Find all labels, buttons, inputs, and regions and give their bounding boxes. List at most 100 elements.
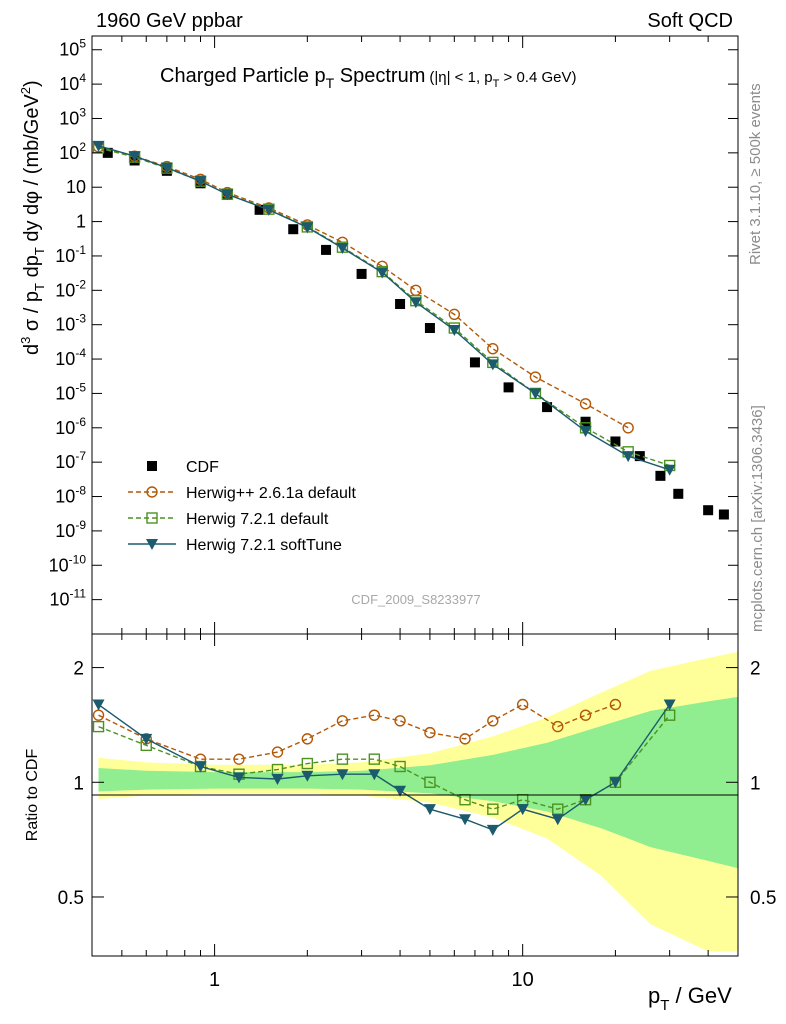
ratio-point — [552, 803, 564, 815]
legend-item: CDF — [147, 459, 219, 476]
y-tick-label: 10 — [66, 177, 86, 197]
inner-uncertainty-band — [98, 696, 739, 869]
data-point — [356, 268, 367, 279]
y-tick-label: 10-9 — [55, 518, 86, 541]
data-point — [529, 371, 542, 383]
y-tick-label: 10-1 — [55, 243, 86, 266]
data-point — [579, 426, 592, 438]
ratio-point — [579, 794, 592, 806]
ratio-point — [140, 733, 153, 745]
series-3 — [92, 140, 676, 476]
ratio-series-3 — [92, 699, 676, 836]
ratio-point — [609, 777, 622, 789]
ratio-point — [487, 715, 499, 727]
data-point — [622, 422, 634, 434]
data-point — [424, 323, 435, 334]
data-point — [486, 359, 499, 371]
ratio-point — [516, 698, 529, 711]
data-point — [448, 308, 461, 321]
ratio-tick-label-left: 2 — [73, 659, 84, 680]
ratio-line-2 — [98, 714, 671, 810]
ratio-point — [459, 814, 472, 826]
ratio-series-lines — [92, 698, 676, 836]
data-point — [221, 189, 234, 201]
data-point — [673, 488, 684, 499]
legend-label: Herwig 7.2.1 default — [186, 511, 329, 528]
data-point — [448, 325, 461, 337]
ratio-point — [459, 733, 471, 745]
ratio-point — [368, 709, 381, 721]
outer-uncertainty-band — [98, 651, 739, 952]
data-point — [579, 398, 592, 410]
series-1 — [92, 141, 634, 434]
legend-marker — [146, 512, 158, 524]
category-label: Soft QCD — [647, 10, 733, 32]
data-point — [718, 509, 729, 520]
data-point — [503, 382, 514, 393]
data-point — [128, 151, 141, 163]
energy-label: 1960 GeV ppbar — [96, 10, 243, 32]
ratio-point — [194, 761, 207, 773]
data-point — [288, 224, 299, 235]
data-point — [254, 204, 265, 215]
ratio-point — [551, 814, 564, 826]
ratio-point — [487, 803, 499, 815]
ratio-point — [336, 753, 349, 765]
y-axis-label: d3 σ / pT dpT dy dφ / (mb/GeV2) — [18, 80, 47, 355]
y-tick-label: 1 — [76, 212, 86, 232]
ratio-point — [394, 785, 407, 797]
ratio-point — [424, 726, 436, 739]
ratio-point — [394, 760, 406, 773]
legend-item: Herwig++ 2.6.1a default — [128, 485, 356, 502]
ratio-point — [233, 753, 245, 765]
ratio-point — [579, 709, 592, 721]
ratio-tick-label-right: 2 — [750, 659, 761, 680]
data-point — [634, 451, 645, 462]
legend-label: CDF — [186, 459, 219, 476]
y-tick-label: 104 — [59, 71, 86, 94]
analysis-watermark: CDF_2009_S8233977 — [351, 592, 480, 607]
ratio-point — [516, 804, 529, 816]
data-point — [622, 451, 635, 463]
x-tick-label: 10 — [512, 969, 534, 991]
ratio-point — [92, 699, 105, 711]
legend-marker — [147, 461, 157, 471]
data-point — [610, 436, 621, 447]
ratio-point — [486, 824, 499, 836]
data-point — [376, 267, 389, 279]
data-point — [580, 416, 591, 427]
y-tick-labels: 10510410310210110-110-210-310-410-510-61… — [49, 37, 87, 610]
x-tick-label: 1 — [209, 969, 220, 991]
series-line-1 — [98, 146, 629, 429]
legend-marker — [146, 539, 158, 550]
main-series-lines — [92, 140, 729, 520]
x-tick-labels: 1 10 — [209, 969, 534, 991]
legend-item: Herwig 7.2.1 default — [128, 511, 329, 528]
legend-label: Herwig 7.2.1 softTune — [186, 537, 342, 554]
y-tick-label: 10-10 — [49, 552, 87, 575]
ratio-point — [663, 699, 676, 711]
data-point — [321, 244, 332, 255]
data-point — [487, 343, 499, 355]
ratio-tick-label-left: 0.5 — [58, 888, 84, 909]
data-point — [410, 284, 422, 297]
data-point — [92, 140, 105, 152]
chart-title: Charged Particle pT Spectrum (|η| < 1, pT… — [160, 65, 576, 91]
data-point — [703, 505, 714, 516]
series-line-3 — [98, 145, 670, 471]
axis-ticks — [91, 36, 739, 956]
ratio-y-axis-label: Ratio to CDF — [24, 749, 41, 842]
ratio-point — [552, 720, 564, 733]
ratio-point — [368, 753, 381, 765]
y-tick-label: 10-11 — [50, 587, 87, 610]
ratio-point — [394, 715, 406, 727]
ratio-series-1 — [92, 698, 622, 765]
data-point — [663, 464, 676, 476]
legend-item: Herwig 7.2.1 softTune — [128, 537, 342, 554]
y-tick-label: 10-4 — [55, 346, 86, 369]
legend: CDF Herwig++ 2.6.1a default Herwig 7.2.1 d… — [128, 459, 356, 554]
ratio-point — [271, 746, 284, 758]
ratio-tick-labels: 2 2 1 1 0.5 0.5 — [58, 659, 777, 909]
rivet-label: Rivet 3.1.10, ≥ 500k events — [747, 83, 764, 265]
